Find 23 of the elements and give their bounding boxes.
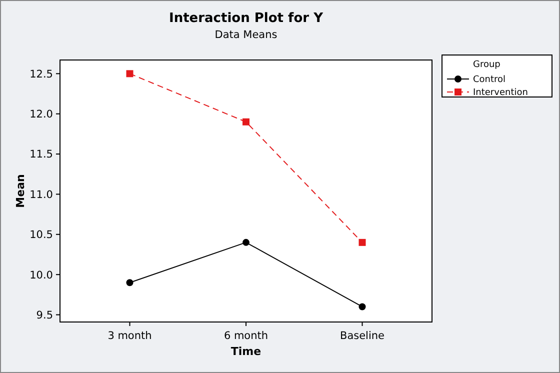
point [126,70,134,78]
legend-title: Group [473,60,501,70]
legend-label: Control [473,75,506,86]
y-tick-label: 11.0 [30,188,53,201]
y-tick-label: 9.5 [36,309,53,322]
chart-title: Interaction Plot for Y [169,11,324,26]
point [358,238,366,246]
point [126,279,134,286]
legend-label: Intervention [473,88,528,98]
y-tick-label: 10.0 [30,269,53,282]
x-tick-label: 6 month [224,330,268,342]
x-tick-label: 3 month [108,330,152,342]
y-tick-label: 12.5 [30,68,53,80]
y-tick-label: 10.5 [30,229,53,242]
x-tick-label: Baseline [340,330,385,342]
x-axis-title: Time [230,345,262,358]
point [358,303,366,310]
point [242,118,250,126]
y-tick-label: 12.0 [30,108,53,121]
point [242,238,250,246]
chart-subtitle: Data Means [214,29,278,41]
y-tick-label: 11.5 [30,148,53,161]
y-axis-title: Mean [14,174,27,208]
